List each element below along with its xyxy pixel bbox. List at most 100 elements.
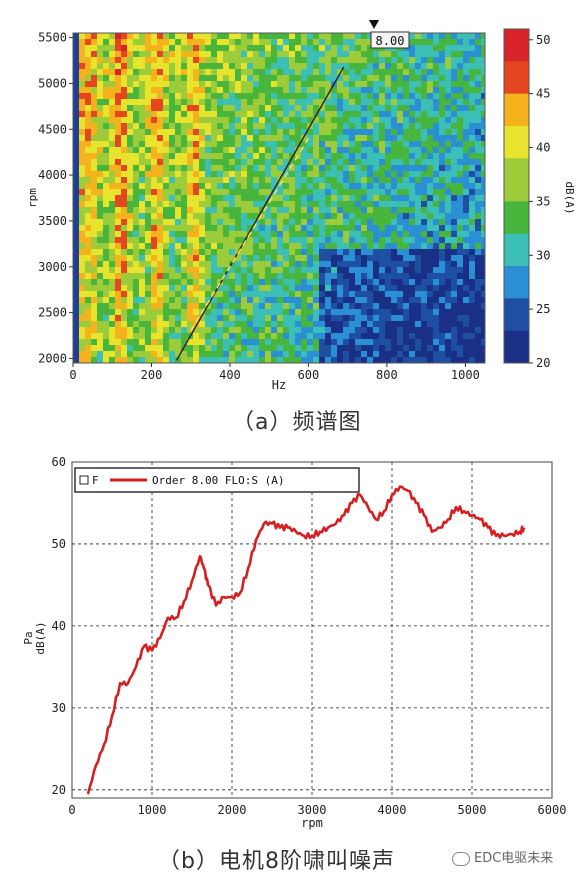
heatmap-cell xyxy=(277,243,283,249)
heatmap-cell xyxy=(253,309,259,315)
heatmap-cell xyxy=(409,279,415,285)
heatmap-cell xyxy=(301,159,307,165)
heatmap-cell xyxy=(133,255,139,261)
heatmap-cell xyxy=(457,63,463,69)
heatmap-cell xyxy=(127,111,133,117)
heatmap-cell xyxy=(217,63,223,69)
heatmap-cell xyxy=(79,153,85,159)
heatmap-cell xyxy=(283,219,289,225)
heatmap-cell xyxy=(439,195,445,201)
heatmap-cell xyxy=(373,135,379,141)
heatmap-cell xyxy=(397,327,403,333)
heatmap-cell xyxy=(337,147,343,153)
heatmap-cell xyxy=(193,165,199,171)
heatmap-cell xyxy=(379,141,385,147)
heatmap-cell xyxy=(73,105,79,111)
heatmap-cell xyxy=(313,297,319,303)
watermark-text: EDC电驱未来 xyxy=(474,851,554,866)
heatmap-cell xyxy=(163,321,169,327)
heatmap-cell xyxy=(403,171,409,177)
heatmap-cell xyxy=(241,147,247,153)
heatmap-cell xyxy=(397,261,403,267)
heatmap-cell xyxy=(391,339,397,345)
heatmap-cell xyxy=(139,123,145,129)
heatmap-cell xyxy=(433,327,439,333)
heatmap-cell xyxy=(283,123,289,129)
heatmap-cell xyxy=(79,273,85,279)
heatmap-cell xyxy=(295,231,301,237)
heatmap-cell xyxy=(103,93,109,99)
heatmap-cell xyxy=(217,123,223,129)
heatmap-cell xyxy=(175,105,181,111)
heatmap-cell xyxy=(331,123,337,129)
heatmap-cell xyxy=(151,45,157,51)
heatmap-cell xyxy=(325,171,331,177)
heatmap-cell xyxy=(433,279,439,285)
heatmap-cell xyxy=(91,237,97,243)
heatmap-cell xyxy=(181,339,187,345)
heatmap-cell xyxy=(277,213,283,219)
heatmap-cell xyxy=(373,273,379,279)
heatmap-cell xyxy=(439,123,445,129)
heatmap-cell xyxy=(253,69,259,75)
heatmap-cell xyxy=(469,249,475,255)
heatmap-cell xyxy=(271,177,277,183)
heatmap-cell xyxy=(463,237,469,243)
heatmap-cell xyxy=(163,57,169,63)
heatmap-cell xyxy=(415,129,421,135)
heatmap-cell xyxy=(361,105,367,111)
heatmap-cell xyxy=(463,351,469,357)
heatmap-cell xyxy=(343,39,349,45)
heatmap-cell xyxy=(241,195,247,201)
heatmap-cell xyxy=(373,129,379,135)
heatmap-cell xyxy=(355,87,361,93)
heatmap-cell xyxy=(121,99,127,105)
heatmap-cell xyxy=(187,165,193,171)
heatmap-cell xyxy=(91,147,97,153)
heatmap-cell xyxy=(181,333,187,339)
heatmap-cell xyxy=(277,249,283,255)
heatmap-cell xyxy=(121,333,127,339)
heatmap-cell xyxy=(433,75,439,81)
heatmap-cell xyxy=(385,255,391,261)
heatmap-cell xyxy=(421,315,427,321)
heatmap-cell xyxy=(97,351,103,357)
heatmap-cell xyxy=(79,51,85,57)
heatmap-cell xyxy=(265,189,271,195)
heatmap-cell xyxy=(319,297,325,303)
heatmap-cell xyxy=(277,255,283,261)
heatmap-cell xyxy=(277,207,283,213)
heatmap-cell xyxy=(319,249,325,255)
heatmap-cell xyxy=(175,321,181,327)
heatmap-cell xyxy=(187,207,193,213)
heatmap-cell xyxy=(151,87,157,93)
heatmap-cell xyxy=(91,129,97,135)
heatmap-cell xyxy=(241,153,247,159)
heatmap-cell xyxy=(157,33,163,39)
heatmap-cell xyxy=(421,237,427,243)
heatmap-cell xyxy=(163,93,169,99)
heatmap-cell xyxy=(283,117,289,123)
heatmap-cell xyxy=(73,141,79,147)
heatmap-cell xyxy=(217,345,223,351)
heatmap-cell xyxy=(217,327,223,333)
heatmap-cell xyxy=(307,153,313,159)
heatmap-cell xyxy=(103,39,109,45)
heatmap-cell xyxy=(229,189,235,195)
heatmap-cell xyxy=(463,57,469,63)
heatmap-cell xyxy=(223,123,229,129)
heatmap-cell xyxy=(139,93,145,99)
heatmap-cell xyxy=(283,303,289,309)
heatmap-cell xyxy=(397,333,403,339)
heatmap-cell xyxy=(313,309,319,315)
heatmap-cell xyxy=(127,315,133,321)
heatmap-cell xyxy=(475,201,481,207)
heatmap-cell xyxy=(385,297,391,303)
heatmap-cell xyxy=(337,207,343,213)
heatmap-cell xyxy=(349,75,355,81)
heatmap-cell xyxy=(409,183,415,189)
heatmap-cell xyxy=(343,249,349,255)
heatmap-cell xyxy=(247,141,253,147)
heatmap-cell xyxy=(109,297,115,303)
heatmap-cell xyxy=(439,177,445,183)
